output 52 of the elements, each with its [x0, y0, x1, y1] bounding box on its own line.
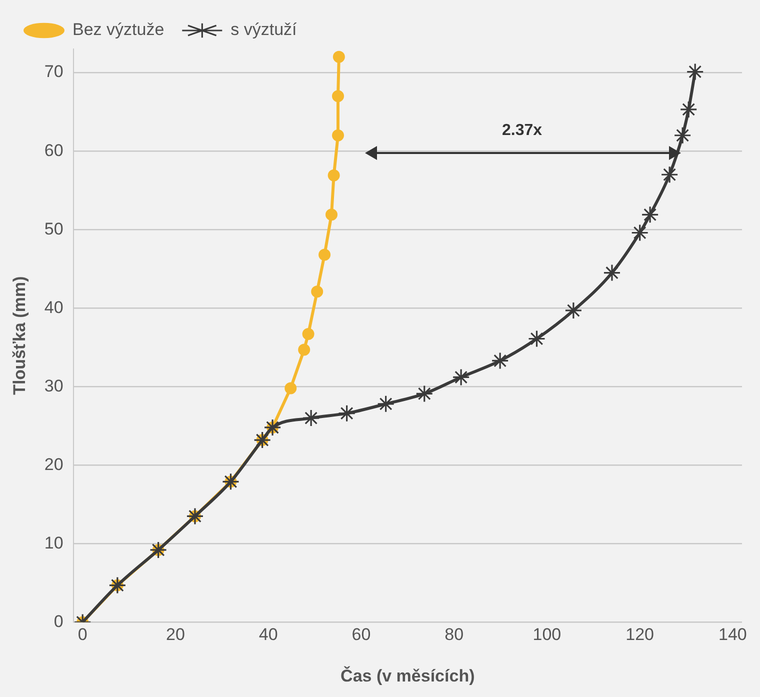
x-tick-label: 20: [166, 625, 185, 644]
x-tick-label: 100: [532, 625, 562, 644]
point: [564, 302, 582, 320]
x-tick-label: 60: [352, 625, 371, 644]
annotation: 2.37x: [500, 122, 544, 140]
point: [254, 431, 272, 449]
point: [318, 248, 331, 261]
point: [326, 208, 338, 221]
legend-label: Bez výztuže: [72, 20, 164, 40]
point: [528, 330, 546, 348]
x-tick-label: 0: [78, 625, 88, 644]
y-tick-label: 30: [44, 376, 64, 396]
point: [332, 50, 345, 63]
y-tick-label: 40: [44, 298, 64, 317]
point: [680, 100, 698, 118]
point: [332, 90, 344, 102]
y-axis-title: Tloušťka (mm): [10, 276, 29, 395]
legend-label: s výztuží: [230, 20, 298, 40]
x-tick-label: 140: [718, 625, 747, 644]
point: [674, 126, 692, 144]
y-tick-label: 60: [44, 140, 64, 160]
x-tick-label: 80: [444, 625, 464, 644]
point: [284, 382, 297, 394]
y-tick-label: 20: [44, 454, 64, 474]
point: [338, 404, 356, 422]
point: [660, 166, 678, 184]
point: [377, 395, 395, 413]
point: [108, 576, 126, 594]
point: [302, 409, 320, 427]
point: [264, 418, 282, 436]
point: [491, 352, 509, 370]
point: [332, 129, 344, 142]
point: [302, 328, 314, 340]
point: [603, 264, 621, 282]
point: [328, 169, 340, 182]
point: [631, 224, 649, 242]
y-tick-label: 10: [44, 533, 64, 552]
point: [416, 384, 434, 403]
x-tick-label: 120: [626, 625, 654, 644]
x-axis-title: Čas (v měsících): [340, 665, 475, 686]
y-tick-label: 0: [54, 612, 64, 631]
point: [149, 541, 168, 559]
y-tick-label: 50: [44, 219, 64, 238]
point: [222, 472, 240, 490]
point: [452, 368, 470, 386]
y-tick-label: 70: [44, 62, 64, 82]
point: [298, 344, 310, 356]
x-tick-label: 40: [258, 625, 278, 644]
point: [186, 507, 204, 525]
point: [641, 206, 659, 224]
point: [686, 62, 704, 81]
point: [311, 286, 324, 298]
